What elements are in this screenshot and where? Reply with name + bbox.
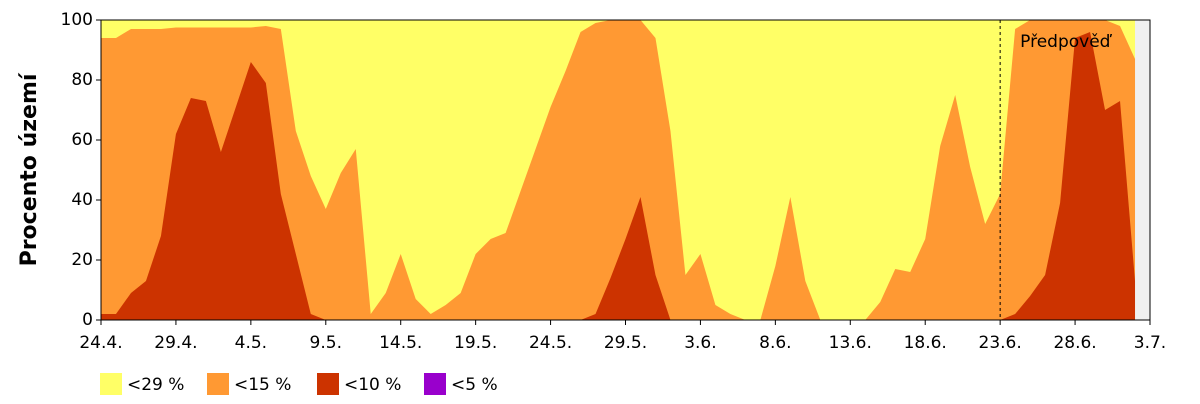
y-axis-label: Procento území <box>17 72 42 266</box>
x-tick-label: 18.6. <box>904 333 947 353</box>
x-tick-label: 19.5. <box>454 333 497 353</box>
x-tick-label: 23.6. <box>979 333 1022 353</box>
legend-swatch <box>207 373 229 395</box>
y-tick-label: 20 <box>71 250 93 270</box>
x-tick-label: 29.4. <box>154 333 197 353</box>
x-tick-label: 24.4. <box>79 333 122 353</box>
x-tick-label: 28.6. <box>1053 333 1096 353</box>
x-tick-label: 3.7. <box>1134 333 1166 353</box>
legend-swatch <box>317 373 339 395</box>
y-tick-label: 60 <box>71 130 93 150</box>
x-tick-label: 9.5. <box>310 333 342 353</box>
y-tick-label: 80 <box>71 70 93 90</box>
legend-label: <29 % <box>127 375 184 395</box>
x-tick-label: 4.5. <box>235 333 267 353</box>
y-tick-label: 100 <box>61 10 93 30</box>
x-tick-label: 14.5. <box>379 333 422 353</box>
legend-label: <5 % <box>451 375 498 395</box>
area <box>101 20 1136 320</box>
x-tick-label: 8.6. <box>759 333 791 353</box>
legend-swatch <box>424 373 446 395</box>
area <box>101 32 1136 320</box>
annotation: Předpověď <box>1020 32 1113 52</box>
x-tick-label: 13.6. <box>829 333 872 353</box>
y-tick-label: 0 <box>82 310 93 330</box>
x-tick-label: 24.5. <box>529 333 572 353</box>
legend-label: <10 % <box>344 375 401 395</box>
legend-swatch <box>100 373 122 395</box>
legend-label: <15 % <box>234 375 291 395</box>
y-tick-label: 40 <box>71 190 93 210</box>
x-tick-label: 29.5. <box>604 333 647 353</box>
x-tick-label: 3.6. <box>684 333 716 353</box>
